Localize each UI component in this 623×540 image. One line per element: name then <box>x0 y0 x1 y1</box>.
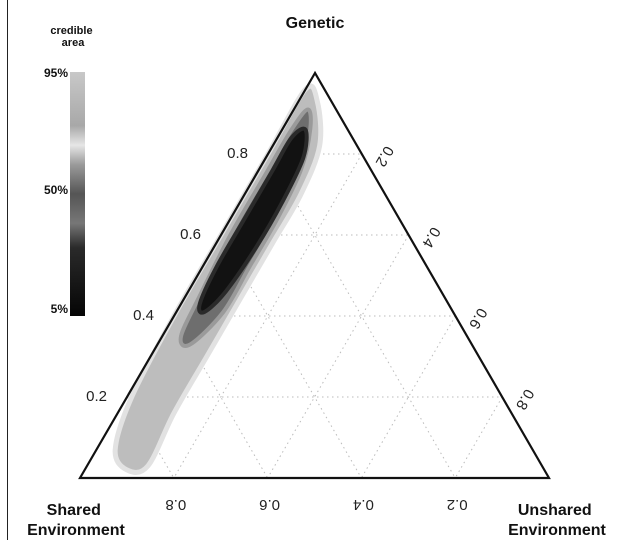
vertex-label-shared: Shared Environment <box>27 502 125 539</box>
legend-title: credible area <box>50 25 95 49</box>
tick-unshared-04: 0.4 <box>418 224 443 251</box>
tick-shared-06: 0.6 <box>259 496 280 513</box>
tick-unshared-08: 0.8 <box>512 386 537 413</box>
grid-line-shared <box>220 234 362 479</box>
tick-shared-04: 0.4 <box>353 496 374 513</box>
legend-label-50: 50% <box>44 183 68 197</box>
credible-regions <box>112 83 324 475</box>
legend-label-5: 5% <box>51 302 69 316</box>
triangle-outline <box>78 70 551 480</box>
left-frame-line <box>7 0 8 540</box>
vertex-label-genetic: Genetic <box>286 15 345 32</box>
legend-colorbar <box>70 72 85 316</box>
tick-shared-08: 0.8 <box>165 496 186 513</box>
vertex-label-unshared-line2: Environment <box>508 522 606 539</box>
grid-line-unshared <box>360 315 456 479</box>
legend-label-95: 95% <box>44 66 68 80</box>
legend: credible area 95% 50% 5% <box>44 25 95 316</box>
legend-title-line2: area <box>62 37 86 49</box>
vertex-label-shared-line2: Environment <box>27 522 125 539</box>
tick-genetic-04: 0.4 <box>133 307 154 324</box>
vertex-label-unshared: Unshared Environment <box>508 502 606 539</box>
grid-line-unshared <box>454 396 503 479</box>
tick-genetic-08: 0.8 <box>227 145 248 162</box>
legend-title-line1: credible <box>50 25 92 37</box>
tick-unshared-02: 0.2 <box>372 143 397 170</box>
tick-shared-02: 0.2 <box>447 496 468 513</box>
vertex-label-unshared-line1: Unshared <box>518 502 592 519</box>
grid-line-unshared <box>267 234 410 479</box>
tick-unshared-06: 0.6 <box>465 305 490 332</box>
tick-genetic-02: 0.2 <box>86 388 107 405</box>
credible-region-5pct <box>197 126 309 315</box>
vertex-label-shared-line1: Shared <box>47 502 101 519</box>
tick-genetic-06: 0.6 <box>180 226 201 243</box>
